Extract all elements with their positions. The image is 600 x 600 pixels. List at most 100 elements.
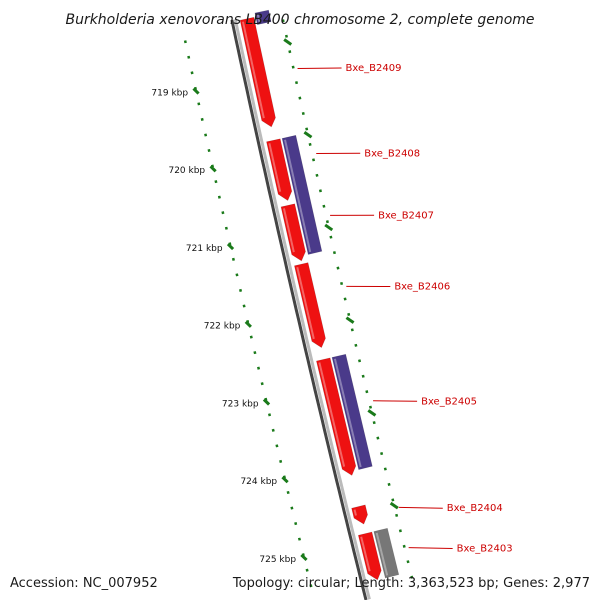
- gene-label-leader: [297, 67, 342, 70]
- tick-dash: [204, 133, 208, 137]
- backbone-line-outer: [230, 19, 368, 600]
- tick-dash: [190, 71, 194, 75]
- backbone-line-inner: [233, 18, 371, 600]
- gene-arrow-highlight: [282, 208, 295, 253]
- tick-mark-minor: [303, 130, 313, 139]
- tick-dash: [281, 19, 285, 23]
- gene-label-leader: [398, 506, 443, 509]
- tick-label: 725 kbp: [259, 555, 296, 565]
- tick-dash: [294, 522, 298, 526]
- tick-dash: [253, 351, 257, 355]
- summary-text: Topology: circular; Length: 3,363,523 bp…: [232, 576, 590, 591]
- gene-arrow-other[interactable]: [373, 527, 400, 579]
- accession-text: Accession: NC_007952: [10, 576, 158, 591]
- tick-mark-major: [226, 242, 235, 251]
- tick-dash: [221, 211, 225, 215]
- tick-dash: [268, 413, 272, 417]
- gene-arrow-forward[interactable]: [239, 16, 276, 128]
- tick-dash: [271, 428, 275, 432]
- tick-dash: [372, 421, 376, 425]
- tick-mark-major: [262, 398, 271, 406]
- tick-dash: [318, 189, 322, 193]
- tick-mark-major: [300, 553, 308, 562]
- gene-arrow-highlight: [296, 266, 315, 340]
- tick-dash: [284, 34, 288, 38]
- gene-arrow-highlight: [256, 14, 261, 23]
- tick-dash: [329, 235, 333, 239]
- tick-dash: [260, 382, 264, 386]
- tick-dash: [315, 173, 319, 177]
- gene-arrow-reverse[interactable]: [254, 9, 272, 25]
- gene-arrow-reverse[interactable]: [281, 134, 323, 255]
- tick-dash: [365, 390, 369, 394]
- gene-arrow-highlight: [241, 21, 265, 119]
- gene-label[interactable]: Bxe_B2406: [394, 282, 450, 293]
- tick-dash: [398, 529, 402, 533]
- tick-dash: [361, 374, 365, 378]
- gene-label[interactable]: Bxe_B2403: [457, 544, 513, 555]
- tick-label: 720 kbp: [168, 166, 205, 176]
- tick-dash: [217, 195, 221, 199]
- tick-dash: [380, 452, 384, 456]
- tick-dash: [301, 111, 305, 116]
- tick-dash: [197, 102, 201, 106]
- tick-dash: [235, 273, 239, 277]
- tick-dash: [350, 328, 354, 332]
- tick-dash: [312, 158, 316, 162]
- tick-dash: [279, 459, 283, 463]
- tick-mark-minor: [283, 38, 293, 46]
- tick-label: 719 kbp: [151, 88, 188, 98]
- gene-arrow-forward[interactable]: [280, 203, 306, 262]
- tick-dash: [309, 584, 313, 588]
- gene-arrow-reverse[interactable]: [331, 353, 373, 470]
- tick-dash: [325, 220, 329, 224]
- tick-dash: [343, 297, 347, 301]
- tick-dash: [298, 96, 302, 100]
- gene-arrow-forward[interactable]: [266, 138, 293, 201]
- tick-label: 721 kbp: [186, 244, 223, 254]
- tick-dash: [295, 81, 299, 85]
- tick-dash: [288, 50, 292, 54]
- tick-dash: [340, 282, 344, 286]
- gene-label-leader: [408, 547, 453, 549]
- gene-label[interactable]: Bxe_B2409: [346, 63, 402, 74]
- tick-dash: [187, 55, 191, 59]
- tick-dash: [239, 288, 243, 292]
- tick-dash: [336, 266, 340, 270]
- tick-dash: [358, 359, 362, 363]
- tick-label: 722 kbp: [204, 322, 241, 332]
- gene-arrow-highlight: [333, 358, 362, 468]
- tick-dash: [214, 180, 218, 184]
- tick-mark-major: [192, 87, 200, 95]
- gene-layer: [239, 9, 400, 581]
- backbone-layer: [230, 18, 371, 600]
- tick-dash: [290, 506, 294, 510]
- tick-mark-minor: [389, 501, 399, 510]
- tick-mark-major: [209, 165, 217, 173]
- tick-mark-major: [281, 476, 289, 484]
- gene-label[interactable]: Bxe_B2404: [447, 503, 503, 514]
- tick-dash: [354, 343, 358, 347]
- gene-arrow-highlight: [318, 362, 346, 467]
- gene-arrow-forward[interactable]: [294, 262, 326, 349]
- tick-dash: [387, 482, 391, 486]
- gene-arrow-forward[interactable]: [357, 531, 382, 581]
- gene-arrow-highlight: [360, 536, 371, 572]
- tick-dash: [402, 544, 406, 548]
- gene-label[interactable]: Bxe_B2407: [378, 210, 434, 221]
- tick-mark-minor: [367, 409, 377, 417]
- tick-dash: [395, 513, 399, 517]
- tick-dash: [257, 366, 261, 370]
- gene-arrow-highlight: [268, 143, 282, 192]
- tick-dash: [275, 444, 279, 448]
- gene-label[interactable]: Bxe_B2408: [364, 148, 420, 159]
- tick-dash: [200, 117, 204, 121]
- gene-arrow-forward[interactable]: [316, 357, 357, 476]
- gene-arrow-forward[interactable]: [351, 504, 368, 525]
- gene-label[interactable]: Bxe_B2405: [421, 396, 477, 407]
- tick-dash: [183, 40, 187, 44]
- tick-dash: [332, 251, 336, 255]
- tick-dash: [322, 204, 326, 208]
- tick-dash: [305, 568, 309, 572]
- gene-label-layer: Bxe_B2409 Bxe_B2408 Bxe_B2407 Bxe_B2406 Bxe_…: [297, 63, 513, 555]
